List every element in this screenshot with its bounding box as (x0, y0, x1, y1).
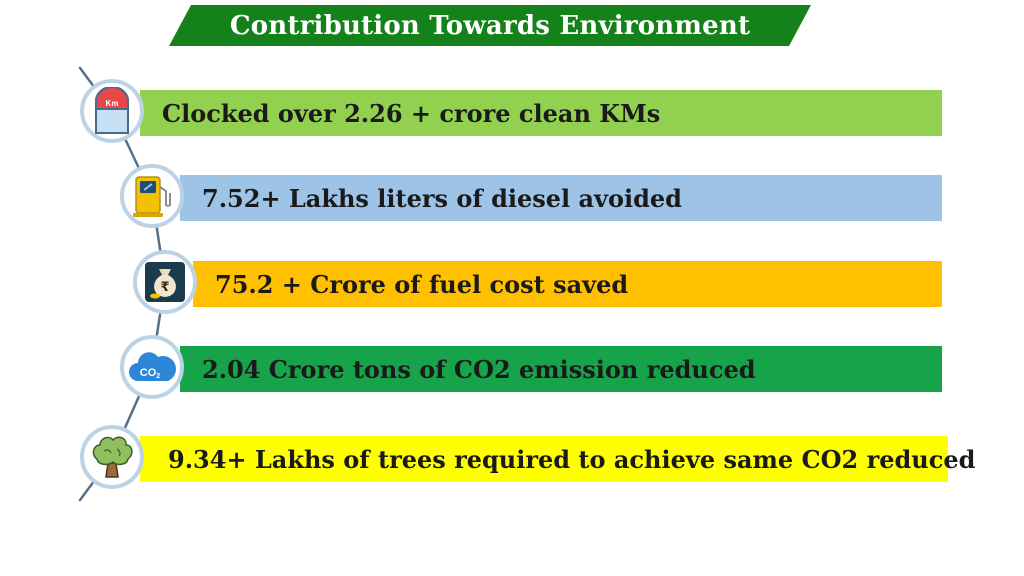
badge-fuel-cost: ₹ (133, 250, 197, 314)
fuel-pump-icon (133, 176, 171, 217)
tree-icon (92, 436, 133, 478)
badge-km: Km (80, 79, 144, 143)
contribution-item-diesel: 7.52+ Lakhs liters of diesel avoided (180, 175, 942, 221)
contribution-item-trees: 9.34+ Lakhs of trees required to achieve… (140, 436, 975, 482)
contribution-item-fuel-cost: 75.2 + Crore of fuel cost saved (193, 261, 942, 307)
badge-co2: CO2 (120, 335, 184, 399)
badge-trees (80, 425, 144, 489)
page-title: Contribution Towards Environment (229, 10, 751, 41)
contribution-text: 75.2 + Crore of fuel cost saved (215, 269, 629, 299)
co2-label: CO2 (140, 367, 161, 380)
badge-diesel (120, 164, 184, 228)
contribution-item-co2: 2.04 Crore tons of CO2 emission reduced (180, 346, 942, 392)
rupee-money-bag-icon: ₹ (145, 262, 185, 302)
km-label: Km (106, 99, 119, 108)
contribution-text: 7.52+ Lakhs liters of diesel avoided (202, 183, 682, 213)
contribution-text: 9.34+ Lakhs of trees required to achieve… (168, 444, 976, 474)
contribution-item-km: Clocked over 2.26 + crore clean KMs (140, 90, 942, 136)
contribution-text: 2.04 Crore tons of CO2 emission reduced (202, 354, 756, 384)
title-banner: Contribution Towards Environment (169, 5, 811, 46)
co2-cloud-icon: CO2 (129, 352, 176, 381)
rupee-symbol: ₹ (160, 280, 169, 295)
contribution-text: Clocked over 2.26 + crore clean KMs (162, 98, 661, 128)
km-milestone-icon: Km (95, 87, 129, 134)
